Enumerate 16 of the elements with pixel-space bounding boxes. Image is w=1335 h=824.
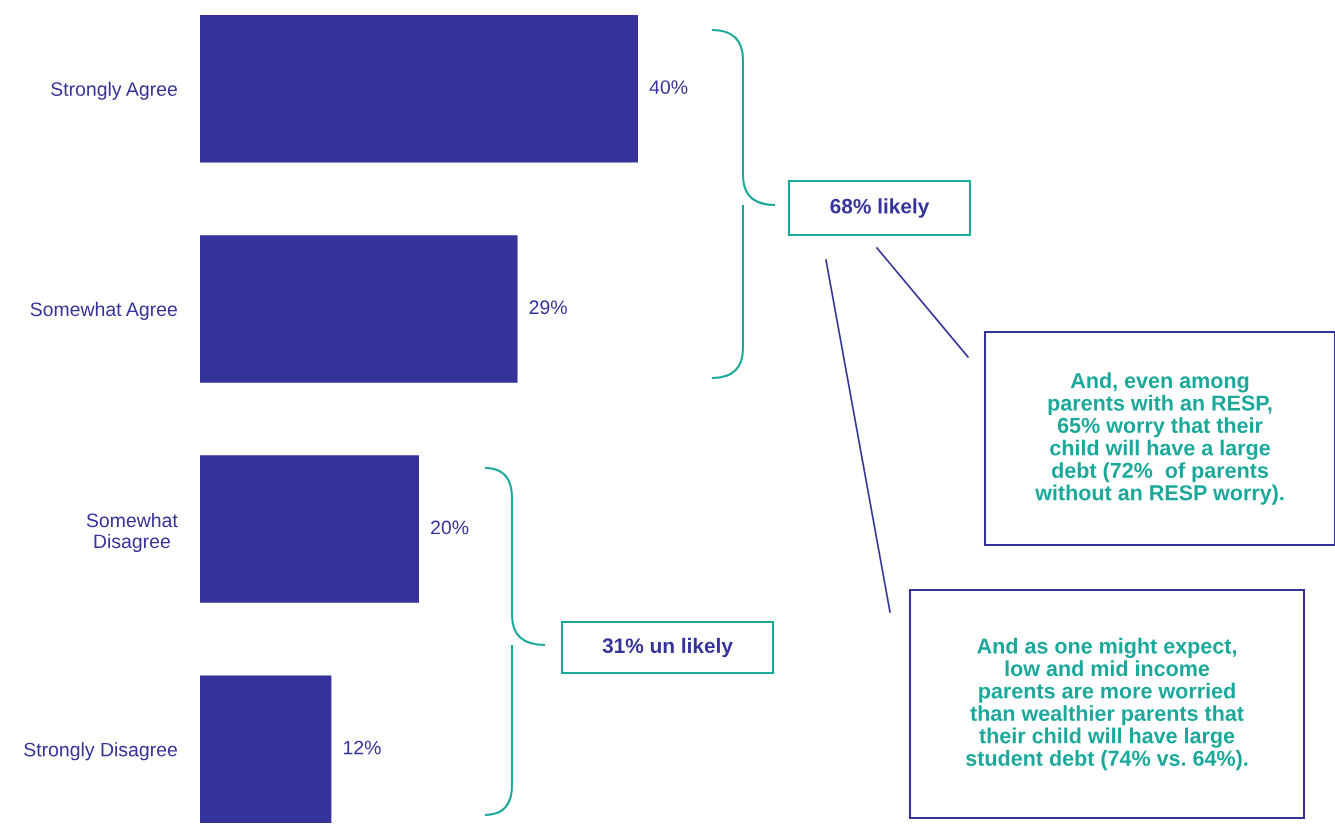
y-tick-label: Strongly Disagree bbox=[24, 742, 177, 761]
y-tick-label: Somewhat Agree bbox=[30, 301, 177, 320]
data-label: 29% bbox=[529, 300, 567, 315]
text: And as one might expect, low and mid income parents are more worried than wealthier parents that their child will have large student debt (74% vs. 64%). bbox=[966, 637, 1248, 771]
data-label: 40% bbox=[649, 80, 688, 94]
bar bbox=[200, 455, 419, 603]
bar bbox=[200, 15, 638, 163]
data-label: 20% bbox=[431, 520, 469, 535]
data-label: 12% bbox=[343, 740, 381, 755]
text: 68% likely bbox=[830, 198, 930, 218]
bar bbox=[200, 675, 332, 823]
annotation: 31% un likely bbox=[602, 637, 733, 658]
y-tick-label: Somewhat Disagree bbox=[86, 512, 178, 553]
bar bbox=[200, 235, 518, 383]
text: And, even among parents with an RESP, 65% worry that their child will have a large debt (72% of parents without an RESP worry). bbox=[1035, 372, 1284, 505]
y-tick-label: Strongly Agree bbox=[51, 81, 177, 100]
